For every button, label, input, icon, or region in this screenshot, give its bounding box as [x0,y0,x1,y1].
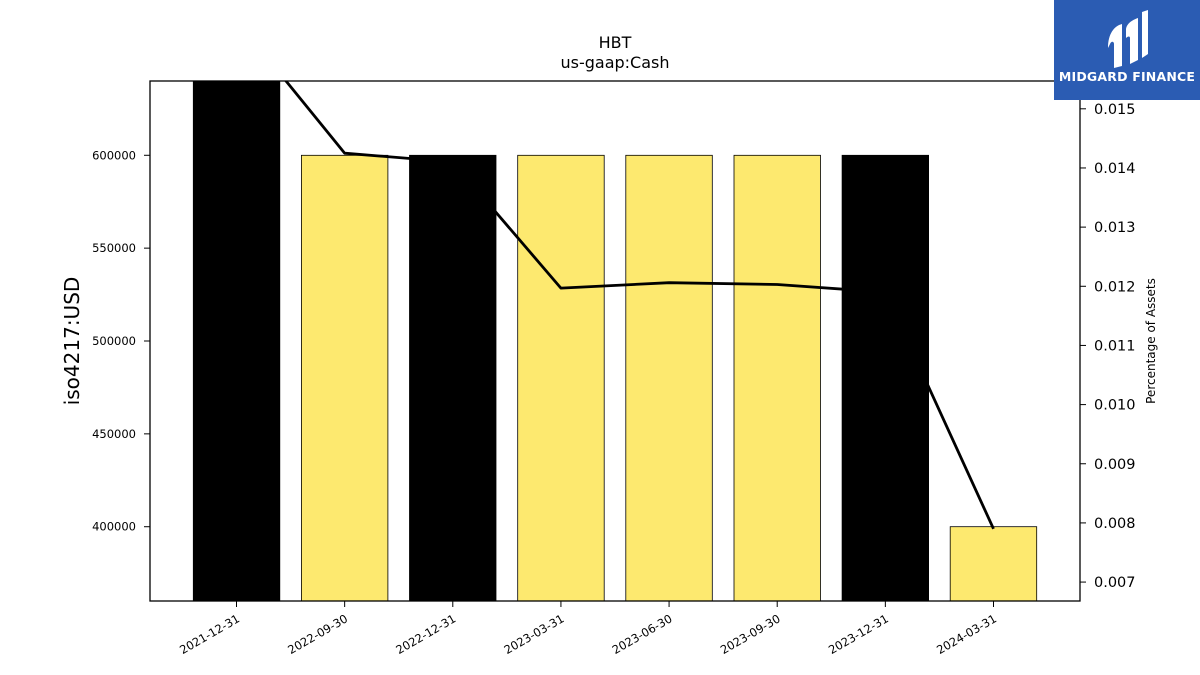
bar-2022-12-31 [409,154,497,602]
y2-tick-label: 0.013 [1094,220,1136,236]
y-tick-label: 400000 [92,520,136,534]
y-tick-label: 600000 [92,148,136,162]
bar-2023-12-31 [841,154,929,602]
bar-2023-06-30 [625,154,713,602]
y2-tick-label: 0.011 [1094,338,1136,354]
bar-2024-03-31 [949,526,1038,602]
percentage-line [284,81,995,530]
y-axis-label: iso4217:USD [60,277,84,406]
bar-2022-09-30 [300,154,389,602]
x-tick-label: 2023-06-30 [610,611,675,657]
x-tick-label: 2023-09-30 [718,611,783,657]
y2-tick-label: 0.012 [1094,279,1136,295]
y2-axis-label: Percentage of Assets [1144,278,1158,404]
x-tick-label: 2022-09-30 [285,611,350,657]
bar-2023-09-30 [733,154,821,602]
y-tick-label: 550000 [92,241,136,255]
y2-tick-label: 0.008 [1094,516,1136,532]
midgard-finance-logo: MIDGARD FINANCE [1054,0,1200,100]
chart-subtitle: us-gaap:Cash [560,53,669,72]
bar-2023-03-31 [517,154,605,602]
y2-tick-label: 0.015 [1094,102,1136,118]
plot-frame [149,80,1081,602]
y2-tick-label: 0.010 [1094,398,1136,414]
x-tick-label: 2022-12-31 [393,611,458,657]
y-tick-label: 500000 [92,334,136,348]
y2-tick-label: 0.009 [1094,457,1136,473]
x-tick-label: 2023-12-31 [826,611,891,657]
y-axis-right: 0.007 0.008 0.009 0.010 0.011 0.012 0.013 0.014… [1080,102,1136,591]
y-tick-label: 450000 [92,427,136,441]
chart-title: HBT [599,33,632,52]
bar-2021-12-31 [192,80,281,602]
logo-mark-icon [1108,10,1148,68]
x-tick-label: 2024-03-31 [934,611,999,657]
y-axis-left: 400000 450000 500000 550000 600000 [92,148,150,534]
x-tick-label: 2021-12-31 [177,611,242,657]
bars-group [192,80,1038,602]
x-axis: 2021-12-31 2022-09-30 2022-12-31 2023-03-31… [177,601,999,657]
y2-tick-label: 0.007 [1094,575,1136,591]
logo-text: MIDGARD FINANCE [1058,69,1196,84]
y2-tick-label: 0.014 [1094,161,1136,177]
x-tick-label: 2023-03-31 [502,611,567,657]
